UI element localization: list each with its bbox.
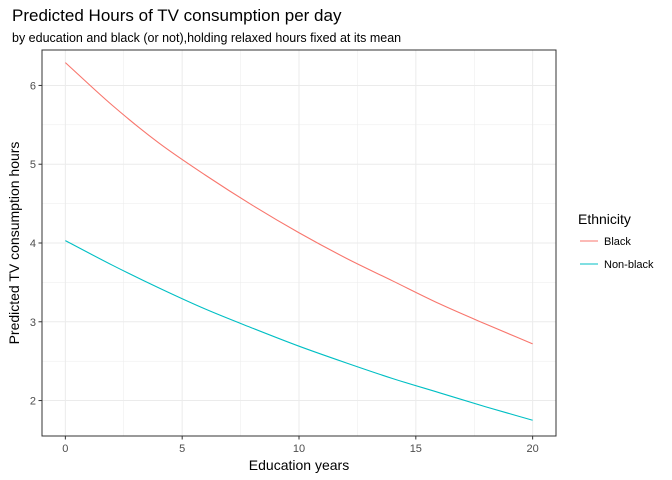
x-tick-label: 10: [293, 443, 305, 455]
chart-subtitle: by education and black (or not),holding …: [12, 31, 401, 45]
series-line-black: [64, 62, 533, 345]
y-tick-label: 2: [30, 396, 36, 408]
major-gridlines: [42, 50, 556, 436]
y-tick-label: 6: [30, 80, 36, 92]
y-tick-label: 4: [30, 238, 36, 250]
x-tick-label: 15: [410, 443, 422, 455]
y-tick-label: 5: [30, 159, 36, 171]
y-axis: 2 3 4 5 6: [30, 80, 42, 408]
x-tick-label: 5: [179, 443, 185, 455]
series-line-non-black: [65, 240, 533, 421]
y-tick-label: 3: [30, 317, 36, 329]
legend-item-black: Black: [580, 236, 631, 248]
legend-label-black: Black: [604, 236, 631, 248]
legend-title: Ethnicity: [578, 211, 631, 227]
x-tick-label: 0: [62, 443, 68, 455]
legend-item-non-black: Non-black: [580, 259, 654, 271]
x-axis-title: Education years: [249, 457, 349, 473]
chart-title: Predicted Hours of TV consumption per da…: [12, 6, 342, 25]
x-axis: 0 5 10 15 20: [62, 436, 539, 455]
x-tick-label: 20: [527, 443, 539, 455]
legend: Ethnicity Black Non-black: [578, 211, 654, 271]
series-lines: [64, 62, 533, 421]
y-axis-title: Predicted TV consumption hours: [6, 142, 22, 345]
legend-label-non-black: Non-black: [604, 259, 654, 271]
